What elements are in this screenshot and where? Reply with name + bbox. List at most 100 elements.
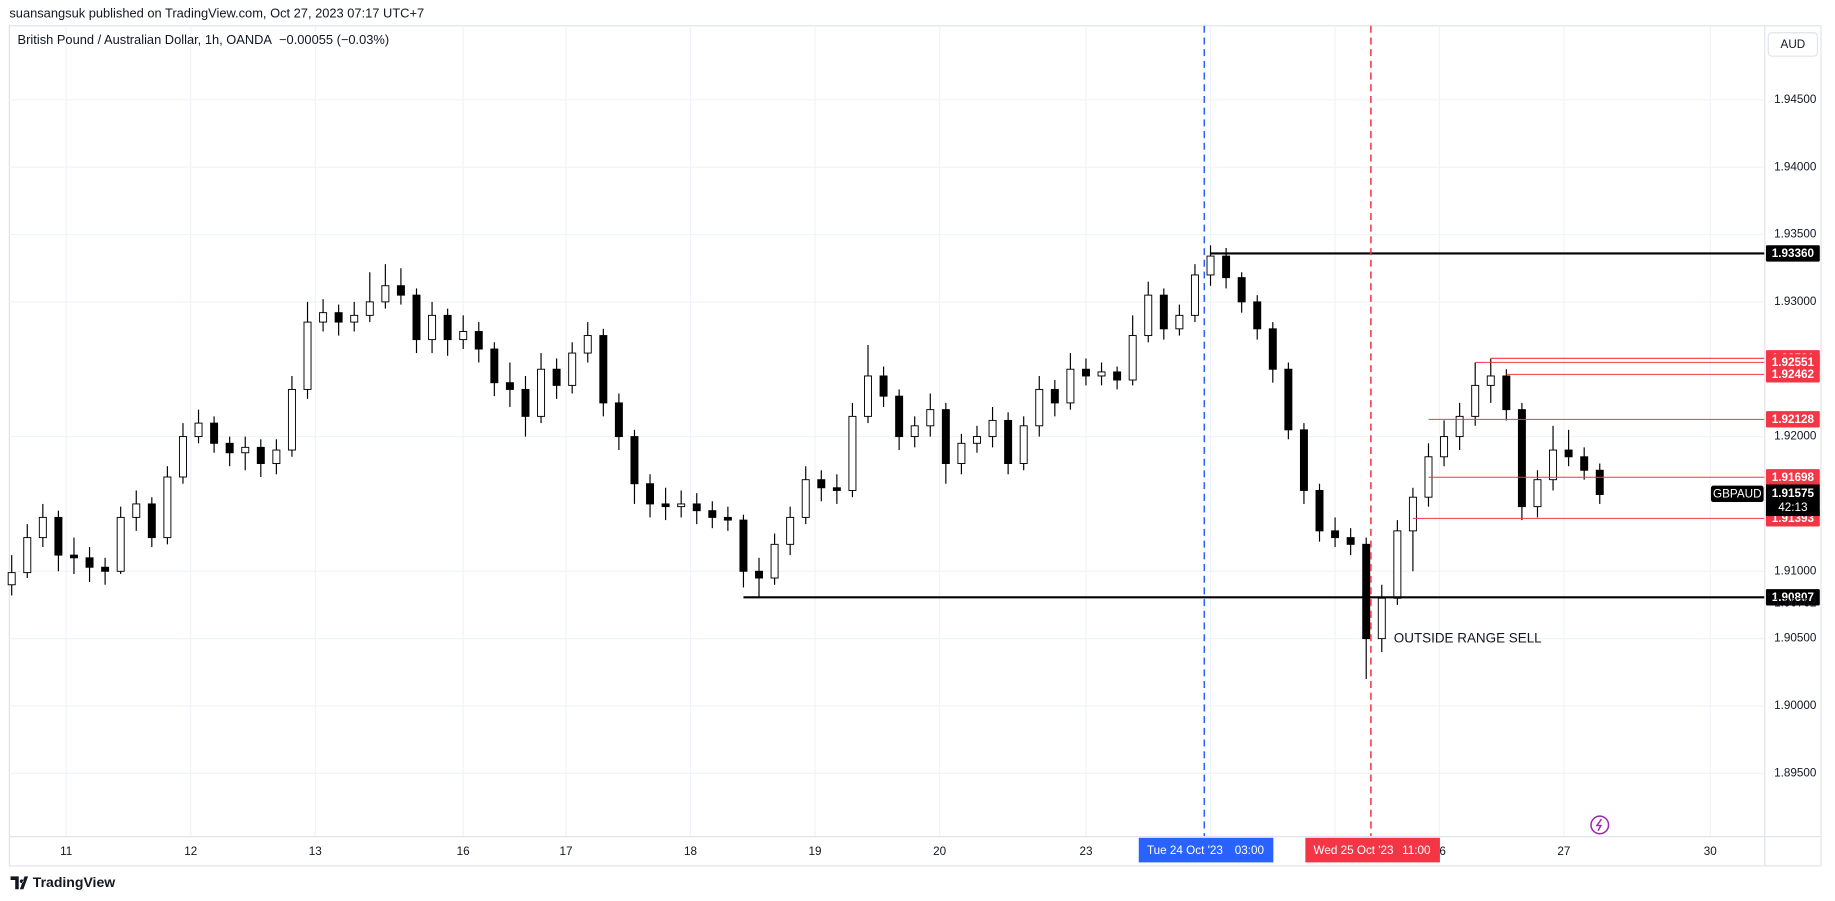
countdown: 42:13 [1778, 501, 1807, 514]
symbol-title: British Pound / Australian Dollar, 1h, O… [18, 32, 390, 47]
candle-body [583, 335, 592, 354]
candle-body [552, 368, 561, 386]
candle-body [1175, 314, 1184, 330]
candle-body [1268, 328, 1277, 370]
x-tick-label: 18 [684, 845, 697, 858]
candle-body [23, 537, 32, 574]
candle-body [7, 572, 16, 586]
candle-body [1144, 294, 1153, 337]
brand-logo [10, 876, 29, 890]
candle-body [350, 314, 359, 323]
candle-body [101, 566, 110, 572]
candle-body [1253, 301, 1262, 330]
candle-body [973, 436, 981, 444]
candle-body [614, 402, 623, 438]
candle-body [879, 375, 888, 397]
candle-body [194, 422, 203, 438]
plot [7, 25, 1765, 837]
candle-body [69, 554, 78, 559]
candle-body [396, 285, 405, 296]
y-tick-label: 1.90500 [1774, 632, 1817, 645]
y-tick-label: 1.94500 [1774, 93, 1817, 106]
x-tick-label: 13 [309, 845, 322, 858]
candle-body [568, 352, 577, 386]
candle-body [1471, 384, 1480, 417]
currency: AUD [1781, 38, 1806, 51]
y-tick-label: 1.89500 [1774, 766, 1817, 779]
candle-body [1035, 388, 1044, 427]
candle-body [54, 516, 63, 556]
x-tick-label: 27 [1557, 845, 1570, 858]
level-label-box [1765, 366, 1820, 383]
candle-body [287, 388, 296, 451]
candle-body [303, 321, 312, 390]
lightning-icon[interactable] [1590, 815, 1610, 835]
level-label: 1.93360 [1772, 247, 1815, 260]
candle-body [210, 422, 219, 444]
candle-body [1440, 436, 1449, 458]
candle-body [1050, 388, 1059, 404]
level-label-box [1765, 589, 1820, 606]
x-tick-label: 16 [457, 845, 470, 858]
candle-body [848, 415, 857, 491]
candle-body [1517, 409, 1526, 508]
candle-body [817, 479, 826, 489]
candle-body [412, 294, 421, 341]
title: British Pound / Australian Dollar, 1h, O… [18, 32, 273, 47]
candle-body [459, 331, 468, 341]
level-label-box [1765, 469, 1820, 486]
candle-body [895, 395, 904, 438]
candle-body [1331, 530, 1340, 539]
time-marker-date: Tue 24 Oct '23 [1147, 844, 1223, 857]
symbol-tag: GBPAUD [1713, 488, 1762, 501]
candle-body [1564, 449, 1573, 458]
candle-body [988, 419, 997, 438]
candle-body [1004, 419, 1013, 464]
candle-body [692, 503, 701, 512]
candle-body [630, 436, 639, 485]
candle-body [241, 446, 250, 454]
annotation: OUTSIDE RANGE SELL [1394, 630, 1542, 645]
candle-body [38, 516, 47, 539]
candle-body [132, 503, 141, 518]
candle-body [1486, 375, 1495, 386]
candle-body [85, 557, 94, 568]
level-label: 1.91698 [1772, 471, 1815, 484]
candle-body [428, 314, 437, 341]
candle-body [1128, 335, 1137, 381]
candle-body [381, 285, 390, 303]
overlay: 1.89500 1.90000 1.90500 1.91000 1.92000 1.930… [60, 93, 1820, 863]
x-tick-label: 12 [184, 845, 197, 858]
candle-body [801, 479, 810, 518]
candle-body [723, 516, 732, 521]
icon-bolt [1595, 818, 1603, 832]
candle-body [1206, 255, 1215, 276]
logo-mark [10, 876, 29, 890]
candle-body [1346, 537, 1355, 545]
currency-button[interactable] [1767, 32, 1819, 57]
candle-body [521, 388, 530, 417]
candle-body [910, 425, 919, 438]
x-tick-label: 20 [933, 845, 947, 858]
y-tick-label: 1.92000 [1774, 430, 1817, 443]
level-label-box [1765, 245, 1820, 262]
candle-body [537, 368, 546, 417]
candle-body [334, 312, 343, 323]
time-marker-time: 11:00 [1402, 844, 1431, 857]
y-tick-label: 1.94000 [1774, 160, 1817, 173]
candle-body [1533, 479, 1542, 508]
candle-body [443, 314, 452, 341]
publisher: suansangsuk published on TradingView.com… [9, 5, 424, 20]
candle-body [1222, 255, 1231, 279]
candle-body [1408, 496, 1417, 532]
candle-body [365, 301, 374, 316]
candle-body [256, 446, 265, 464]
price-label: 1.90762 [1774, 596, 1816, 609]
candle-body [1097, 371, 1106, 377]
y-tick-label: 1.90000 [1774, 699, 1817, 712]
level-label: 1.92462 [1772, 368, 1815, 381]
candle-body [957, 442, 966, 464]
